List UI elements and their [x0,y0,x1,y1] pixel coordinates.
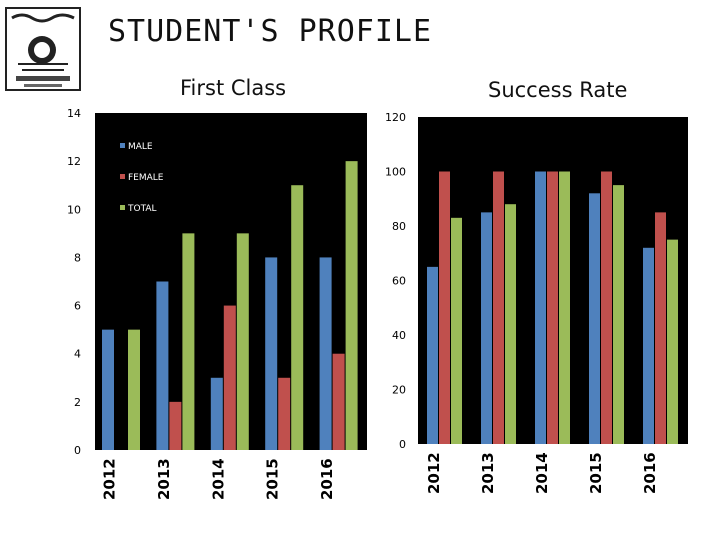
first-class-legend-label-male: MALE [128,142,153,152]
success-rate-bar-2013-series0 [481,212,492,444]
success-rate-bar-2014-series1 [547,171,558,444]
success-rate-bar-2012-series1 [439,171,450,444]
page-title: STUDENT'S PROFILE [108,14,433,49]
success-rate-bar-2012-series2 [451,217,462,444]
first-class-legend-swatch-male [120,143,125,148]
success-rate-y-tick-label: 0 [399,438,406,451]
success-rate-bar-2012-series0 [427,266,438,444]
first-class-x-tick-label: 2013 [155,458,173,500]
first-class-y-tick-label: 10 [67,203,81,216]
first-class-y-tick-label: 6 [74,300,81,313]
first-class-bar-2013-total [182,233,195,450]
first-class-y-tick-label: 12 [67,155,81,168]
success-rate-x-tick-label: 2014 [533,452,551,494]
success-rate-chart-title: Success Rate [488,78,628,102]
success-rate-bar-2016-series0 [643,247,654,444]
success-rate-bar-2013-series1 [493,171,504,444]
first-class-legend-label-total: TOTAL [127,204,157,214]
first-class-bar-2014-female [223,305,236,450]
first-class-y-tick-label: 8 [74,251,81,264]
first-class-x-tick-label: 2016 [318,458,336,500]
first-class-bar-2015-total [291,185,304,450]
first-class-bar-2013-male [156,281,169,450]
first-class-legend-swatch-female [120,174,125,179]
success-rate-x-tick-label: 2013 [479,452,497,494]
first-class-y-tick-label: 2 [74,396,81,409]
first-class-legend-label-female: FEMALE [128,173,164,183]
success-rate-bar-2016-series2 [667,239,678,444]
first-class-bar-2013-female [169,401,182,450]
first-class-bar-2014-total [236,233,249,450]
school-logo [5,7,81,91]
first-class-bar-2015-male [265,257,278,450]
first-class-x-tick-label: 2015 [264,458,282,500]
success-rate-y-tick-label: 40 [392,329,406,342]
success-rate-bar-2014-series0 [535,171,546,444]
success-rate-bar-2015-series2 [613,185,624,444]
success-rate-y-tick-label: 120 [385,111,406,124]
first-class-x-tick-label: 2012 [101,458,119,500]
success-rate-bar-2014-series2 [559,171,570,444]
first-class-bar-2016-male [319,257,332,450]
success-rate-bar-2015-series0 [589,193,600,444]
first-class-bar-2015-female [278,377,291,450]
first-class-bar-2016-total [345,161,358,450]
success-rate-x-tick-label: 2015 [587,452,605,494]
success-rate-y-tick-label: 100 [385,166,406,179]
success-rate-x-tick-label: 2012 [425,452,443,494]
success-rate-y-tick-label: 20 [392,384,406,397]
first-class-y-tick-label: 4 [74,348,81,361]
first-class-bar-2012-total [128,329,140,450]
first-class-x-tick-label: 2014 [209,458,227,500]
success-rate-bar-2013-series2 [505,204,516,444]
success-rate-y-tick-label: 60 [392,275,406,288]
first-class-chart-title: First Class [180,76,287,100]
first-class-bar-2014-male [210,377,223,450]
success-rate-bar-2015-series1 [601,171,612,444]
first-class-legend-swatch-total [120,205,125,210]
first-class-y-tick-label: 0 [74,444,81,457]
success-rate-y-tick-label: 80 [392,220,406,233]
first-class-bar-2012-male [102,329,114,450]
first-class-y-tick-label: 14 [67,107,81,120]
success-rate-x-tick-label: 2016 [641,452,659,494]
first-class-bar-2016-female [332,353,345,450]
success-rate-bar-2016-series1 [655,212,666,444]
